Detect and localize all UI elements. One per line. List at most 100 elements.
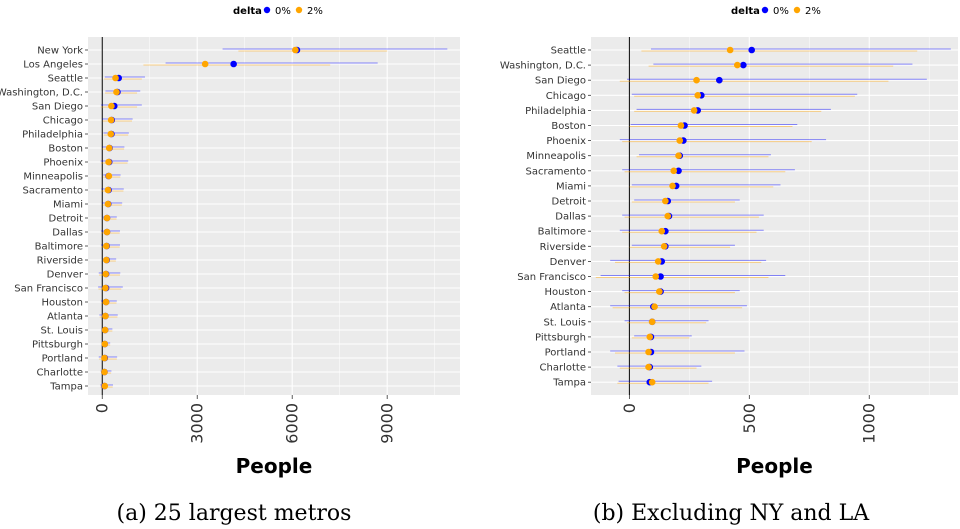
y-tick-label: Portland	[545, 348, 586, 359]
data-point	[677, 122, 685, 129]
data-point	[676, 137, 684, 144]
y-tick-label: Tampa	[552, 378, 586, 389]
data-point	[740, 61, 747, 69]
data-point	[657, 273, 664, 280]
y-tick-label: Houston	[544, 287, 586, 298]
data-point	[230, 60, 237, 68]
y-tick-label: Detroit	[49, 214, 84, 225]
data-point	[658, 227, 666, 235]
data-point	[102, 284, 109, 292]
legend-key-zero	[761, 6, 769, 14]
data-point	[105, 158, 112, 166]
data-point	[656, 288, 663, 295]
x-tick-label: 0	[620, 403, 639, 413]
x-axis-title: People	[736, 454, 813, 478]
data-point	[648, 378, 656, 386]
data-point	[694, 92, 702, 99]
legend-title: delta	[731, 6, 760, 17]
y-tick-label: Washington, D.C.	[0, 88, 83, 99]
y-tick-label: Riverside	[540, 242, 586, 253]
y-tick-label: Philadelphia	[22, 130, 83, 141]
legend-label: 0%	[275, 6, 291, 17]
data-point	[726, 46, 734, 54]
y-tick-label: Phoenix	[546, 136, 586, 147]
x-tick-label: 0	[93, 403, 112, 413]
y-tick-label: Minneapolis	[526, 151, 586, 162]
y-tick-label: Seattle	[551, 46, 586, 57]
data-point	[662, 197, 669, 205]
data-point	[113, 88, 120, 96]
x-axis-title: People	[236, 454, 313, 478]
data-point	[645, 348, 652, 356]
y-tick-label: Miami	[53, 200, 83, 211]
panel-caption: (b) Excluding NY and LA	[593, 501, 870, 526]
y-tick-label: Baltimore	[35, 242, 83, 253]
data-point	[201, 60, 209, 68]
data-point	[292, 46, 299, 54]
y-tick-label: Philadelphia	[525, 106, 586, 117]
legend: delta 0% 2% delta 0% 2%	[233, 6, 821, 17]
y-tick-label: Miami	[556, 181, 586, 192]
y-tick-label: Boston	[48, 144, 83, 155]
data-point	[107, 130, 115, 138]
data-point	[101, 382, 109, 390]
y-tick-label: San Diego	[535, 76, 586, 87]
y-tick-label: Seattle	[48, 74, 83, 85]
y-tick-label: Pittsburgh	[535, 332, 586, 343]
data-point	[102, 312, 109, 320]
data-point	[103, 242, 110, 250]
y-tick-label: San Diego	[32, 102, 83, 113]
data-point	[104, 186, 112, 194]
legend-b: delta 0% 2%	[731, 6, 821, 17]
data-point	[105, 172, 113, 180]
x-tick-label: 6000	[283, 403, 302, 444]
legend-key-two	[793, 6, 801, 14]
y-tick-label: Charlotte	[37, 368, 83, 379]
data-point	[646, 333, 654, 341]
y-tick-label: Sacramento	[23, 186, 83, 197]
y-tick-label: Sacramento	[526, 166, 586, 177]
data-point	[101, 354, 108, 362]
x-tick-label: 9000	[378, 403, 397, 444]
x-tick-label: 1000	[860, 403, 879, 444]
y-tick-label: Detroit	[552, 197, 587, 208]
data-point	[748, 46, 756, 54]
data-point	[654, 258, 662, 265]
series-two-pct	[595, 50, 918, 384]
data-point	[103, 256, 110, 264]
y-tick-label: Denver	[550, 257, 587, 268]
y-tick-label: St. Louis	[41, 326, 83, 337]
legend-label: 0%	[773, 6, 789, 17]
legend-label: 2%	[307, 6, 323, 17]
legend-a: delta 0% 2%	[233, 6, 323, 17]
x-tick-label: 3000	[188, 403, 207, 444]
data-point	[104, 200, 112, 208]
panel-caption: (a) 25 largest metros	[117, 501, 352, 526]
data-point	[648, 318, 656, 326]
plot-background	[88, 37, 460, 395]
panel-b: Seattle Washington, D.C. San Diego Chicago P…	[500, 37, 958, 526]
data-point	[645, 363, 652, 371]
data-point	[660, 243, 668, 250]
data-point	[103, 214, 111, 222]
legend-title: delta	[233, 6, 262, 17]
y-tick-label: Dallas	[52, 228, 83, 239]
data-point	[651, 303, 658, 311]
y-tick-label: San Francisco	[14, 284, 83, 295]
data-point	[102, 270, 110, 278]
y-tick-label: Riverside	[37, 256, 83, 267]
y-tick-label: Denver	[47, 270, 84, 281]
data-point	[101, 368, 108, 376]
data-point	[669, 182, 676, 190]
data-point	[101, 326, 109, 334]
points-two-pct	[101, 46, 299, 390]
data-point	[108, 102, 115, 110]
data-point	[101, 340, 109, 348]
data-point	[675, 167, 682, 175]
legend-label: 2%	[805, 6, 821, 17]
data-point	[112, 74, 119, 82]
y-tick-label: Chicago	[43, 116, 83, 127]
y-tick-label: Portland	[42, 354, 83, 365]
points-two-pct	[645, 46, 741, 386]
